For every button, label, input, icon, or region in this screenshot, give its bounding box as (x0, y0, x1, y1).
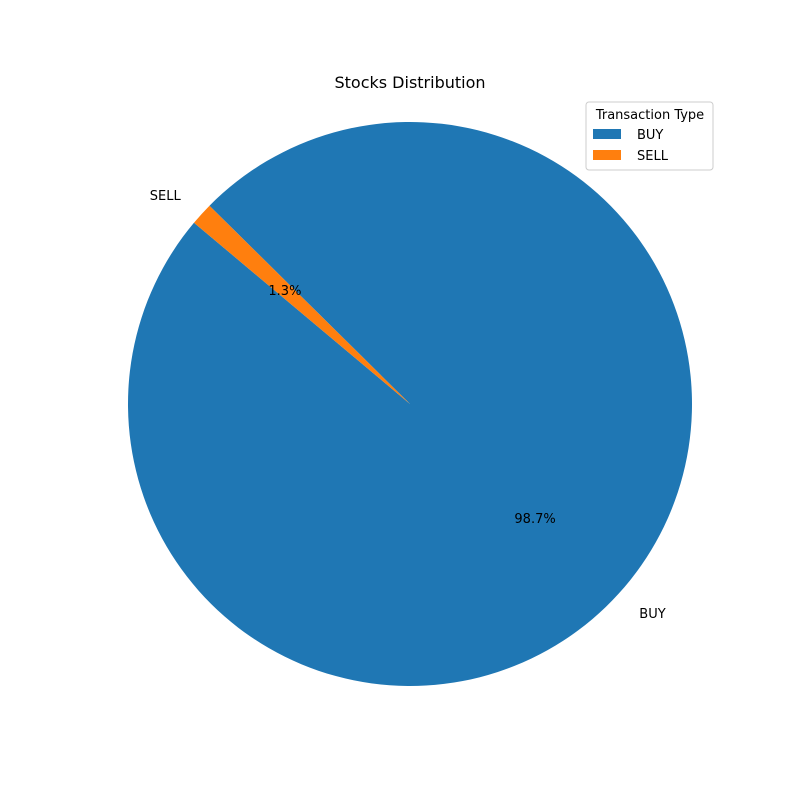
legend-swatch-buy (593, 129, 621, 139)
slice-label-buy: BUY (639, 607, 665, 622)
legend-title: Transaction Type (595, 108, 704, 123)
pie-slices (127, 122, 692, 686)
slice-percent-sell: 1.3% (268, 284, 301, 299)
pie-labels: BUY 98.7% SELL 1.3% (150, 189, 666, 622)
legend-swatch-sell (593, 150, 621, 160)
chart-title: Stocks Distribution (334, 73, 485, 92)
pie-slice-buy (127, 122, 692, 686)
slice-label-sell: SELL (150, 189, 182, 204)
legend-label-buy: BUY (637, 128, 663, 143)
slice-percent-buy: 98.7% (514, 512, 555, 527)
pie-slice-sell (193, 205, 410, 404)
legend-label-sell: SELL (637, 149, 669, 164)
legend: Transaction Type BUY SELL (585, 101, 714, 171)
